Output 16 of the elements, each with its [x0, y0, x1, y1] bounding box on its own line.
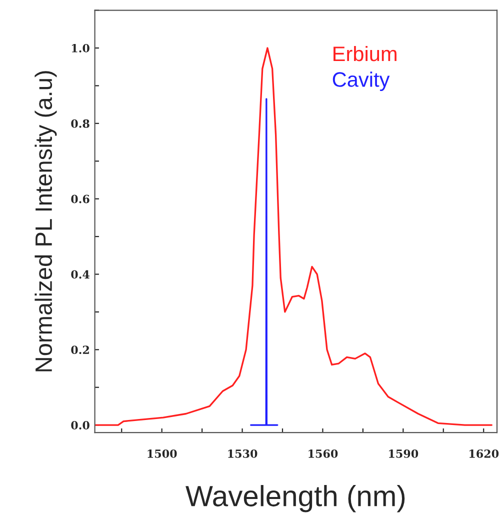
x-tick-label: 1560 — [308, 449, 338, 458]
y-tick-label: 0.8 — [71, 119, 90, 128]
y-tick-label: 0.0 — [71, 421, 90, 430]
x-tick-label: 1500 — [148, 449, 177, 458]
x-tick-label: 1620 — [469, 449, 499, 458]
x-tick-label: 1530 — [228, 449, 258, 458]
x-tick-label: 1590 — [389, 449, 418, 458]
y-tick-label: 0.4 — [71, 270, 90, 279]
x-axis-title: Wavelength (nm) — [186, 485, 405, 512]
text: Cavity — [332, 72, 390, 92]
text: Erbium — [334, 46, 396, 62]
y-tick-label: 0.6 — [71, 194, 90, 204]
line-series — [94, 47, 492, 426]
y-tick-label: 0.2 — [71, 346, 89, 354]
y-tick-label: 1.0 — [72, 44, 90, 52]
y-axis-title: Normalized PL Intensity (a.u) — [34, 71, 57, 372]
